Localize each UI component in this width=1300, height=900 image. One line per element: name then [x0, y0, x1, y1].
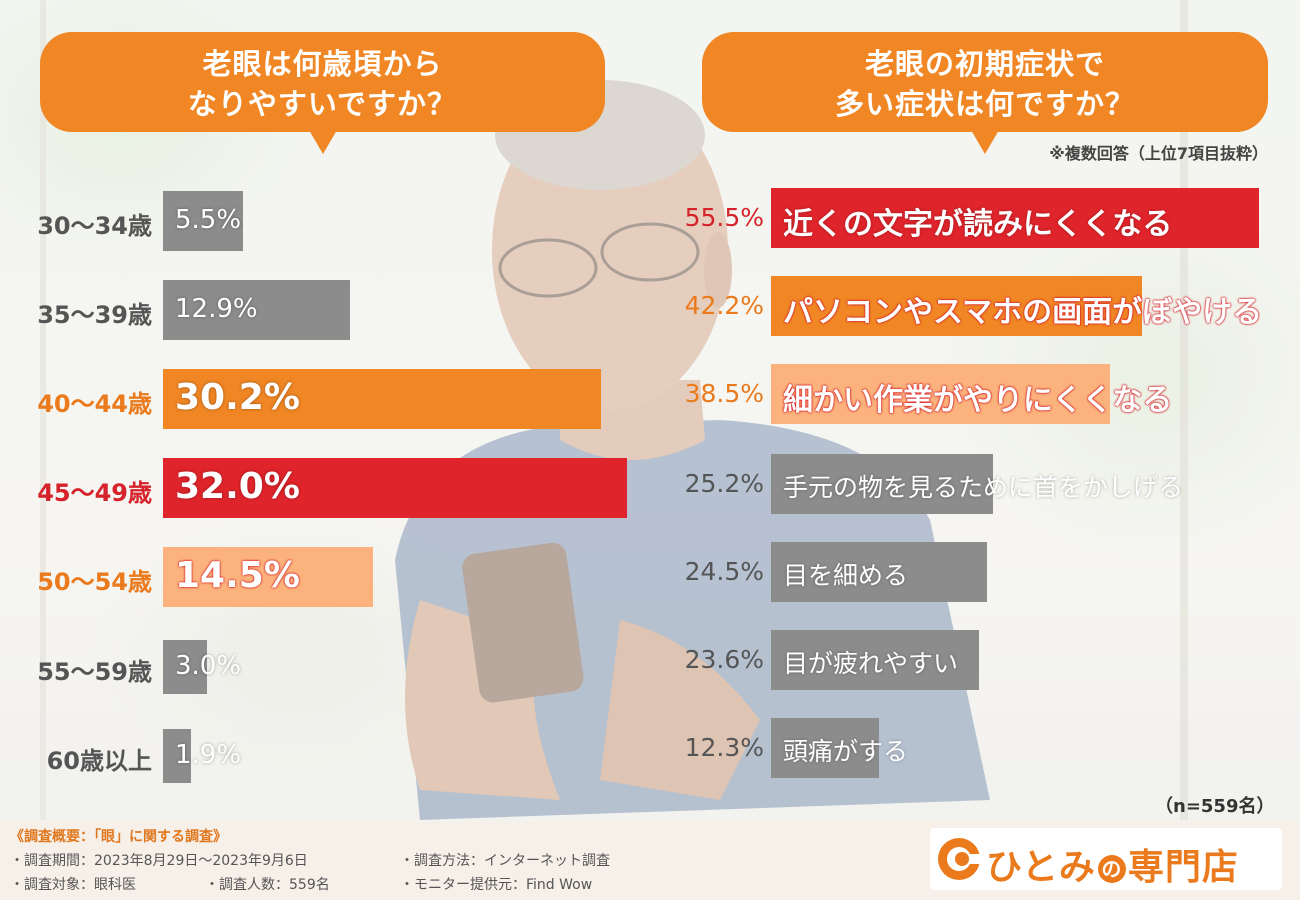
symptom-category-label: 目を細める — [783, 561, 909, 590]
symptom-percent-label: 24.5% — [684, 557, 764, 586]
symptom-percent-label: 12.3% — [684, 733, 764, 762]
age-value-label: 32.0% — [175, 466, 300, 507]
age-value-label: 1.9% — [175, 740, 242, 770]
age-category-label: 35〜39歳 — [37, 301, 152, 329]
symptom-percent-label: 23.6% — [684, 645, 764, 674]
symptom-percent-label: 38.5% — [684, 379, 764, 408]
sample-size-note: （n=559名） — [1155, 796, 1275, 817]
symptom-category-label: 手元の物を見るために首をかしげる — [783, 473, 1184, 502]
age-bar — [163, 191, 243, 251]
age-value-label: 14.5% — [175, 555, 300, 596]
age-bar — [163, 729, 191, 783]
age-bar — [163, 280, 350, 340]
eye-logo-icon — [938, 838, 982, 880]
age-category-label: 30〜34歳 — [37, 212, 152, 240]
age-value-label: 3.0% — [175, 651, 242, 681]
survey-title: 《調査概要：「眼」に関する調査》 — [10, 829, 227, 845]
symptom-bar — [771, 718, 879, 778]
multiple-answer-note: ※複数回答（上位7項目抜粋） — [1049, 144, 1268, 163]
symptom-bar — [771, 630, 979, 690]
age-category-label: 60歳以上 — [46, 747, 152, 775]
hitomi-senmonten-logo: ひとみの専門店 — [930, 828, 1282, 890]
age-bar — [163, 640, 207, 694]
symptom-percent-label: 42.2% — [684, 291, 764, 320]
age-value-label: 30.2% — [175, 377, 300, 418]
age-value-label: 5.5% — [175, 205, 242, 235]
left-question-line2: なりやすいですか？ — [187, 87, 458, 121]
symptom-bar — [771, 276, 1142, 336]
age-category-label: 45〜49歳 — [37, 479, 152, 507]
age-category-label: 55〜59歳 — [37, 658, 152, 686]
survey-count: ・調査人数：559名 — [205, 877, 330, 893]
logo-text-part1: ひとみ — [986, 847, 1096, 888]
left-question-bubble: 老眼は何歳頃から なりやすいですか？ — [40, 32, 605, 154]
symptom-category-label: 細かい作業がやりにくくなる — [783, 383, 1173, 418]
symptom-category-label: 目が疲れやすい — [783, 649, 959, 678]
symptom-bar — [771, 188, 1259, 248]
symptom-category-label: 近くの文字が読みにくくなる — [783, 207, 1173, 242]
symptom-bar — [771, 454, 993, 514]
symptom-category-label: 頭痛がする — [783, 737, 909, 766]
symptom-percent-label: 25.2% — [684, 469, 764, 498]
symptom-percent-label: 55.5% — [684, 203, 764, 232]
right-question-line1: 老眼の初期症状で — [864, 47, 1105, 81]
logo-no-circle: の — [1097, 855, 1126, 883]
age-value-label: 12.9% — [175, 294, 258, 324]
logo-text-part2: 専門店 — [1127, 847, 1239, 888]
logo-text: ひとみの専門店 — [986, 838, 1239, 890]
symptom-bar — [771, 364, 1110, 424]
age-bar — [163, 369, 601, 429]
survey-provider: ・モニター提供元：Find Wow — [400, 877, 593, 893]
survey-target: ・調査対象：眼科医 — [10, 877, 136, 893]
age-category-label: 50〜54歳 — [37, 568, 152, 596]
survey-period: ・調査期間：2023年8月29日〜2023年9月6日 — [10, 853, 308, 869]
right-question-line2: 多い症状は何ですか？ — [834, 87, 1135, 121]
age-category-label: 40〜44歳 — [37, 390, 152, 418]
left-question-line1: 老眼は何歳頃から — [202, 47, 443, 81]
right-question-bubble: 老眼の初期症状で 多い症状は何ですか？ — [702, 32, 1268, 154]
symptom-bar — [771, 542, 987, 602]
symptom-category-label: パソコンやスマホの画面がぼやける — [783, 295, 1263, 330]
age-bar — [163, 547, 373, 607]
age-bar — [163, 458, 627, 518]
survey-method: ・調査方法：インターネット調査 — [400, 853, 610, 869]
